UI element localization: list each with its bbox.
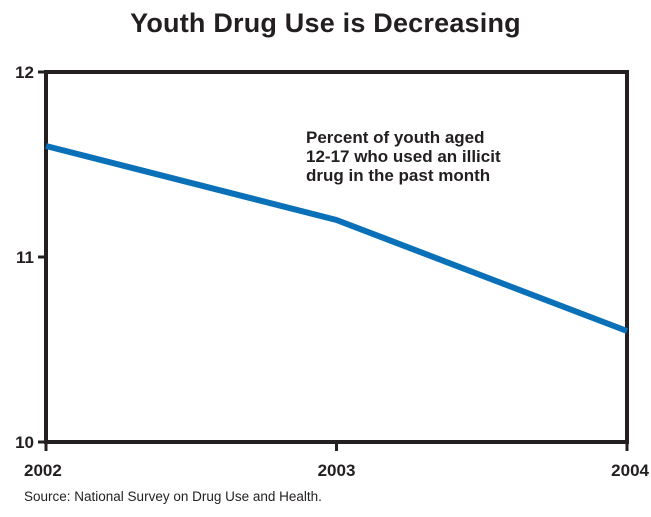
x-tick-label: 2004 bbox=[611, 461, 649, 480]
x-tick-label: 2002 bbox=[24, 461, 62, 480]
source-note: Source: National Survey on Drug Use and … bbox=[24, 489, 322, 504]
y-tick-label: 11 bbox=[16, 248, 34, 267]
x-axis: 2002 2003 2004 bbox=[24, 442, 650, 480]
y-axis: 10 11 12 bbox=[15, 63, 46, 452]
x-tick-label: 2003 bbox=[318, 461, 356, 480]
y-tick-label: 10 bbox=[15, 433, 34, 452]
annotation-line-1: Percent of youth aged bbox=[306, 128, 485, 147]
y-tick-label: 12 bbox=[15, 63, 34, 82]
annotation-line-2: 12-17 who used an illicit bbox=[306, 147, 501, 166]
annotation-line-3: drug in the past month bbox=[306, 166, 490, 185]
series-layer bbox=[45, 143, 629, 334]
chart-title: Youth Drug Use is Decreasing bbox=[130, 8, 521, 38]
